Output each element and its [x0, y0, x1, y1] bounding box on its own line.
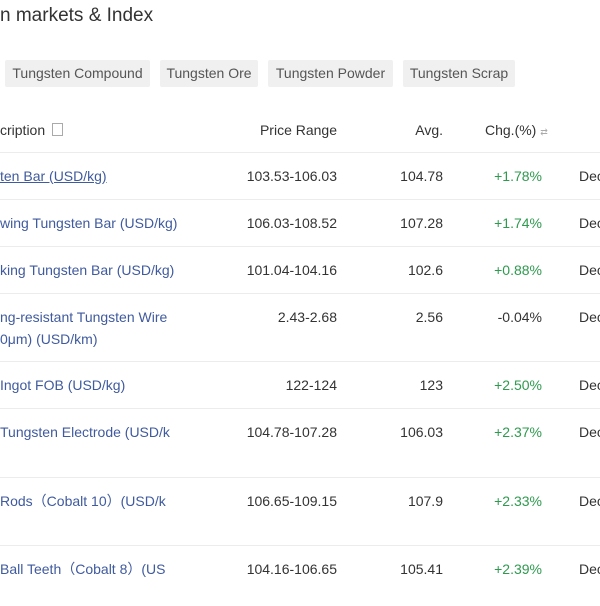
price-range: 122-124 [285, 377, 337, 393]
table-row: ng-resistant Tungsten Wire 0μm) (USD/km) … [0, 293, 600, 362]
avg-price: 104.78 [400, 168, 443, 184]
change-percent: +1.74% [494, 215, 542, 231]
product-name[interactable]: Rods（Cobalt 10）(USD/k [0, 493, 166, 509]
header-chg-label: Chg.(%) [485, 122, 537, 138]
avg-price: 105.41 [400, 561, 443, 577]
avg-price: 106.03 [400, 424, 443, 440]
table-row: Ball Teeth（Cobalt 8）(US 104.16-106.65 10… [0, 545, 600, 606]
price-range: 103.53-106.03 [246, 168, 337, 184]
header-price-range: Price Range [259, 122, 337, 138]
tab-tungsten-ore[interactable]: Tungsten Ore [160, 60, 258, 87]
date: Dec [579, 262, 600, 278]
table-row: Rods（Cobalt 10）(USD/k 106.65-109.15 107.… [0, 477, 600, 546]
avg-price: 102.6 [407, 262, 443, 278]
date: Dec [579, 168, 600, 184]
product-name[interactable]: king Tungsten Bar (USD/kg) [0, 262, 175, 278]
price-range: 101.04-104.16 [246, 262, 337, 278]
table-row: wing Tungsten Bar (USD/kg) 106.03-108.52… [0, 199, 600, 247]
price-range: 106.03-108.52 [246, 215, 337, 231]
change-percent: +2.37% [494, 424, 542, 440]
avg-price: 2.56 [415, 309, 443, 325]
date: Dec [579, 493, 600, 509]
product-link[interactable]: ten Bar (USD/kg) [0, 165, 107, 187]
product-link[interactable]: Ball Teeth（Cobalt 8）(US [0, 558, 165, 580]
avg-price: 107.9 [407, 493, 443, 509]
date: Dec [579, 561, 600, 577]
change-percent: +2.39% [494, 561, 542, 577]
price-range: 2.43-2.68 [277, 309, 337, 325]
product-name[interactable]: wing Tungsten Bar (USD/kg) [0, 215, 178, 231]
product-link[interactable]: wing Tungsten Bar (USD/kg) [0, 212, 177, 234]
document-icon[interactable] [52, 123, 64, 136]
change-percent: +2.50% [494, 377, 542, 393]
page-title: n markets & Index [0, 5, 154, 26]
product-name[interactable]: Tungsten Electrode (USD/k [0, 424, 170, 440]
price-range: 104.16-106.65 [246, 561, 337, 577]
change-percent: +1.78% [494, 168, 542, 184]
table-row: Ingot FOB (USD/kg) 122-124 123 +2.50% De… [0, 361, 600, 409]
change-percent: -0.04% [497, 309, 542, 325]
date: Dec [579, 309, 600, 325]
header-chg[interactable]: Chg.(%) ⇄ [485, 122, 548, 138]
price-range: 104.78-107.28 [246, 424, 337, 440]
header-description-label: cription [0, 122, 46, 138]
product-name[interactable]: Ingot FOB (USD/kg) [0, 377, 126, 393]
date: Dec [579, 215, 600, 231]
header-avg: Avg. [415, 122, 443, 138]
table-row: king Tungsten Bar (USD/kg) 101.04-104.16… [0, 246, 600, 294]
sort-icon[interactable]: ⇄ [540, 127, 548, 137]
product-link[interactable]: Ingot FOB (USD/kg) [0, 374, 125, 396]
change-percent: +0.88% [494, 262, 542, 278]
table-row: ten Bar (USD/kg) 103.53-106.03 104.78 +1… [0, 152, 600, 200]
tab-tungsten-powder[interactable]: Tungsten Powder [268, 60, 393, 87]
avg-price: 123 [419, 377, 443, 393]
table-row: Tungsten Electrode (USD/k 104.78-107.28 … [0, 408, 600, 478]
product-name[interactable]: ng-resistant Tungsten Wire [0, 309, 168, 325]
avg-price: 107.28 [400, 215, 443, 231]
product-link[interactable]: Rods（Cobalt 10）(USD/k [0, 490, 166, 512]
date: Dec [579, 377, 600, 393]
tab-tungsten-scrap[interactable]: Tungsten Scrap [403, 60, 515, 87]
product-name[interactable]: ten Bar (USD/kg) [0, 168, 107, 184]
product-link[interactable]: king Tungsten Bar (USD/kg) [0, 259, 174, 281]
change-percent: +2.33% [494, 493, 542, 509]
product-link[interactable]: Tungsten Electrode (USD/k [0, 421, 170, 443]
tab-tungsten-compound[interactable]: Tungsten Compound [5, 60, 150, 87]
header-description: cription [0, 122, 64, 138]
date: Dec [579, 424, 600, 440]
product-name[interactable]: Ball Teeth（Cobalt 8）(US [0, 561, 166, 577]
product-link[interactable]: ng-resistant Tungsten Wire 0μm) (USD/km) [0, 306, 167, 350]
product-name-cont[interactable]: 0μm) (USD/km) [0, 331, 98, 347]
price-range: 106.65-109.15 [246, 493, 337, 509]
